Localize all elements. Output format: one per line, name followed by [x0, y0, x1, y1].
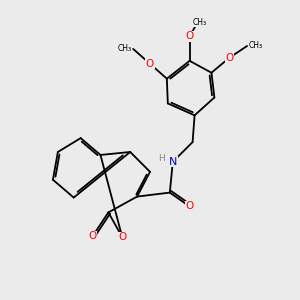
Text: O: O	[88, 231, 97, 241]
Text: O: O	[225, 53, 233, 63]
Text: O: O	[185, 202, 194, 212]
Text: CH₃: CH₃	[249, 41, 263, 50]
Text: CH₃: CH₃	[193, 18, 207, 27]
Text: CH₃: CH₃	[118, 44, 132, 53]
Text: H: H	[158, 154, 164, 163]
Text: O: O	[185, 31, 194, 41]
Text: O: O	[146, 59, 154, 69]
Text: N: N	[169, 157, 177, 167]
Text: O: O	[118, 232, 126, 242]
